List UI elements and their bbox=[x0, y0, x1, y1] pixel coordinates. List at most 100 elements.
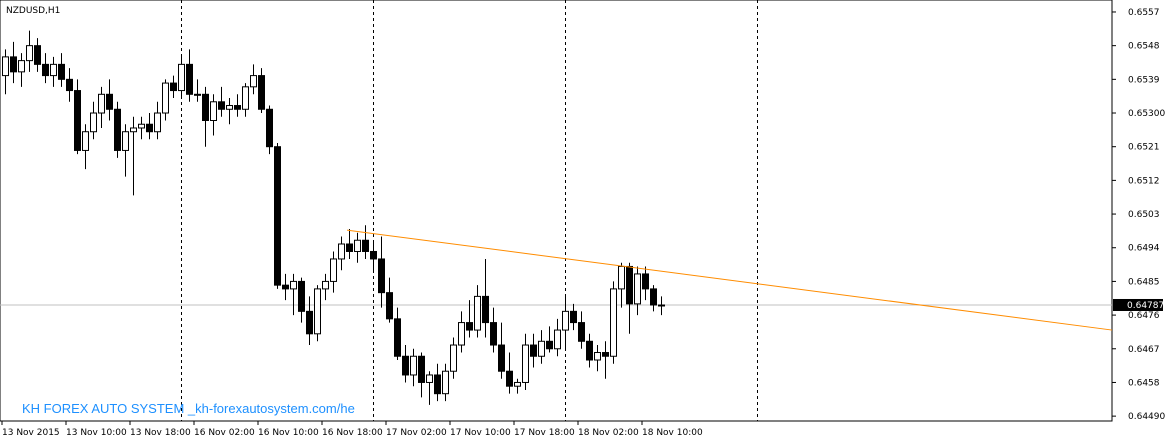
candle-body bbox=[642, 273, 649, 290]
candle-body bbox=[138, 123, 145, 129]
candle-body bbox=[82, 131, 89, 151]
candle-body bbox=[194, 93, 201, 96]
x-tick-label: 13 Nov 18:00 bbox=[130, 428, 191, 438]
y-tick-label: 0.6512 bbox=[1128, 176, 1160, 186]
candle-body bbox=[546, 340, 553, 350]
candle-body bbox=[410, 355, 417, 376]
candle-body bbox=[418, 355, 425, 383]
x-tick-label: 18 Nov 02:00 bbox=[578, 428, 639, 438]
candle-body bbox=[178, 63, 185, 92]
candle-body bbox=[426, 374, 433, 383]
candle-body bbox=[42, 63, 49, 77]
candle-body bbox=[74, 90, 81, 151]
candle-body bbox=[442, 370, 449, 395]
candle-body bbox=[570, 310, 577, 324]
candle-body bbox=[506, 370, 513, 387]
annotation: KH FOREX AUTO SYSTEM _kh-forexautosystem… bbox=[22, 401, 355, 416]
candle-body bbox=[90, 112, 97, 133]
y-tick-label: 0.6485 bbox=[1128, 277, 1160, 287]
y-tick-label: 0.6539 bbox=[1128, 75, 1160, 85]
candle-body bbox=[626, 265, 633, 305]
candle-body bbox=[474, 295, 481, 331]
candle-body bbox=[658, 304, 665, 307]
x-tick-label: 17 Nov 18:00 bbox=[514, 428, 575, 438]
x-tick-label: 17 Nov 10:00 bbox=[450, 428, 511, 438]
candle-body bbox=[298, 280, 305, 312]
x-tick-label: 16 Nov 18:00 bbox=[322, 428, 383, 438]
candle-body bbox=[370, 250, 377, 260]
current-price-label: 0.64787 bbox=[1127, 301, 1164, 311]
x-tick-label: 18 Nov 10:00 bbox=[642, 428, 703, 438]
y-tick-label: 0.6521 bbox=[1128, 143, 1160, 153]
candle-body bbox=[618, 265, 625, 290]
candle-body bbox=[610, 288, 617, 357]
candle-body bbox=[66, 78, 73, 92]
candle-body bbox=[10, 56, 17, 73]
candle-body bbox=[490, 322, 497, 346]
candle-body bbox=[202, 93, 209, 121]
candle-body bbox=[98, 93, 105, 114]
candle-body bbox=[466, 322, 473, 331]
candle-body bbox=[2, 56, 9, 77]
y-tick-label: 0.6503 bbox=[1128, 210, 1160, 220]
candle-body bbox=[498, 344, 505, 372]
candle-body bbox=[122, 131, 129, 151]
candle-body bbox=[314, 288, 321, 335]
candle-body bbox=[562, 310, 569, 331]
candle-body bbox=[162, 82, 169, 114]
y-tick-label: 0.64490 bbox=[1128, 412, 1165, 422]
x-tick-label: 13 Nov 2015 bbox=[2, 428, 60, 438]
x-tick-label: 16 Nov 02:00 bbox=[194, 428, 255, 438]
candle-body bbox=[330, 258, 337, 282]
x-tick-label: 16 Nov 10:00 bbox=[258, 428, 319, 438]
candle-body bbox=[586, 340, 593, 361]
candle-body bbox=[386, 292, 393, 320]
candle-body bbox=[346, 243, 353, 252]
candle-body bbox=[154, 112, 161, 133]
candle-body bbox=[378, 258, 385, 294]
candle-body bbox=[650, 288, 657, 306]
candle-body bbox=[522, 344, 529, 383]
candle-body bbox=[634, 273, 641, 305]
candle-body bbox=[130, 127, 137, 133]
candle-body bbox=[554, 329, 561, 350]
candle-body bbox=[538, 340, 545, 357]
candle-body bbox=[434, 374, 441, 395]
candle-body bbox=[450, 344, 457, 372]
candle-body bbox=[578, 322, 585, 342]
x-tick-label: 17 Nov 02:00 bbox=[386, 428, 447, 438]
candle-body bbox=[34, 45, 41, 65]
plot-frame bbox=[0, 0, 1113, 422]
candle-body bbox=[282, 284, 289, 290]
candle-body bbox=[234, 105, 241, 110]
candle-body bbox=[250, 75, 257, 88]
candle-body bbox=[186, 63, 193, 95]
candle-body bbox=[58, 63, 65, 80]
candle-body bbox=[26, 45, 33, 62]
chart-title: NZDUSD,H1 bbox=[6, 6, 60, 16]
y-tick-label: 0.6467 bbox=[1128, 345, 1160, 355]
candle-body bbox=[306, 310, 313, 335]
candle-body bbox=[530, 344, 537, 357]
current-price-box bbox=[1113, 298, 1163, 311]
y-tick-label: 0.6548 bbox=[1128, 42, 1160, 52]
candle-body bbox=[290, 280, 297, 290]
candle-body bbox=[322, 280, 329, 290]
candle-body bbox=[218, 101, 225, 110]
y-tick-label: 0.6557 bbox=[1128, 8, 1160, 18]
y-tick-label: 0.6476 bbox=[1128, 311, 1160, 321]
y-tick-label: 0.6458 bbox=[1128, 378, 1160, 388]
candle-body bbox=[402, 355, 409, 376]
candle-body bbox=[170, 82, 177, 92]
candle-body bbox=[482, 295, 489, 324]
candle-body bbox=[258, 75, 265, 110]
candle-body bbox=[242, 86, 249, 110]
candle-body bbox=[114, 108, 121, 151]
candle-body bbox=[458, 322, 465, 346]
candle-body bbox=[394, 318, 401, 357]
candle-body bbox=[146, 123, 153, 133]
candle-body bbox=[354, 239, 361, 252]
candle-body bbox=[602, 352, 609, 357]
candle-body bbox=[266, 108, 273, 148]
